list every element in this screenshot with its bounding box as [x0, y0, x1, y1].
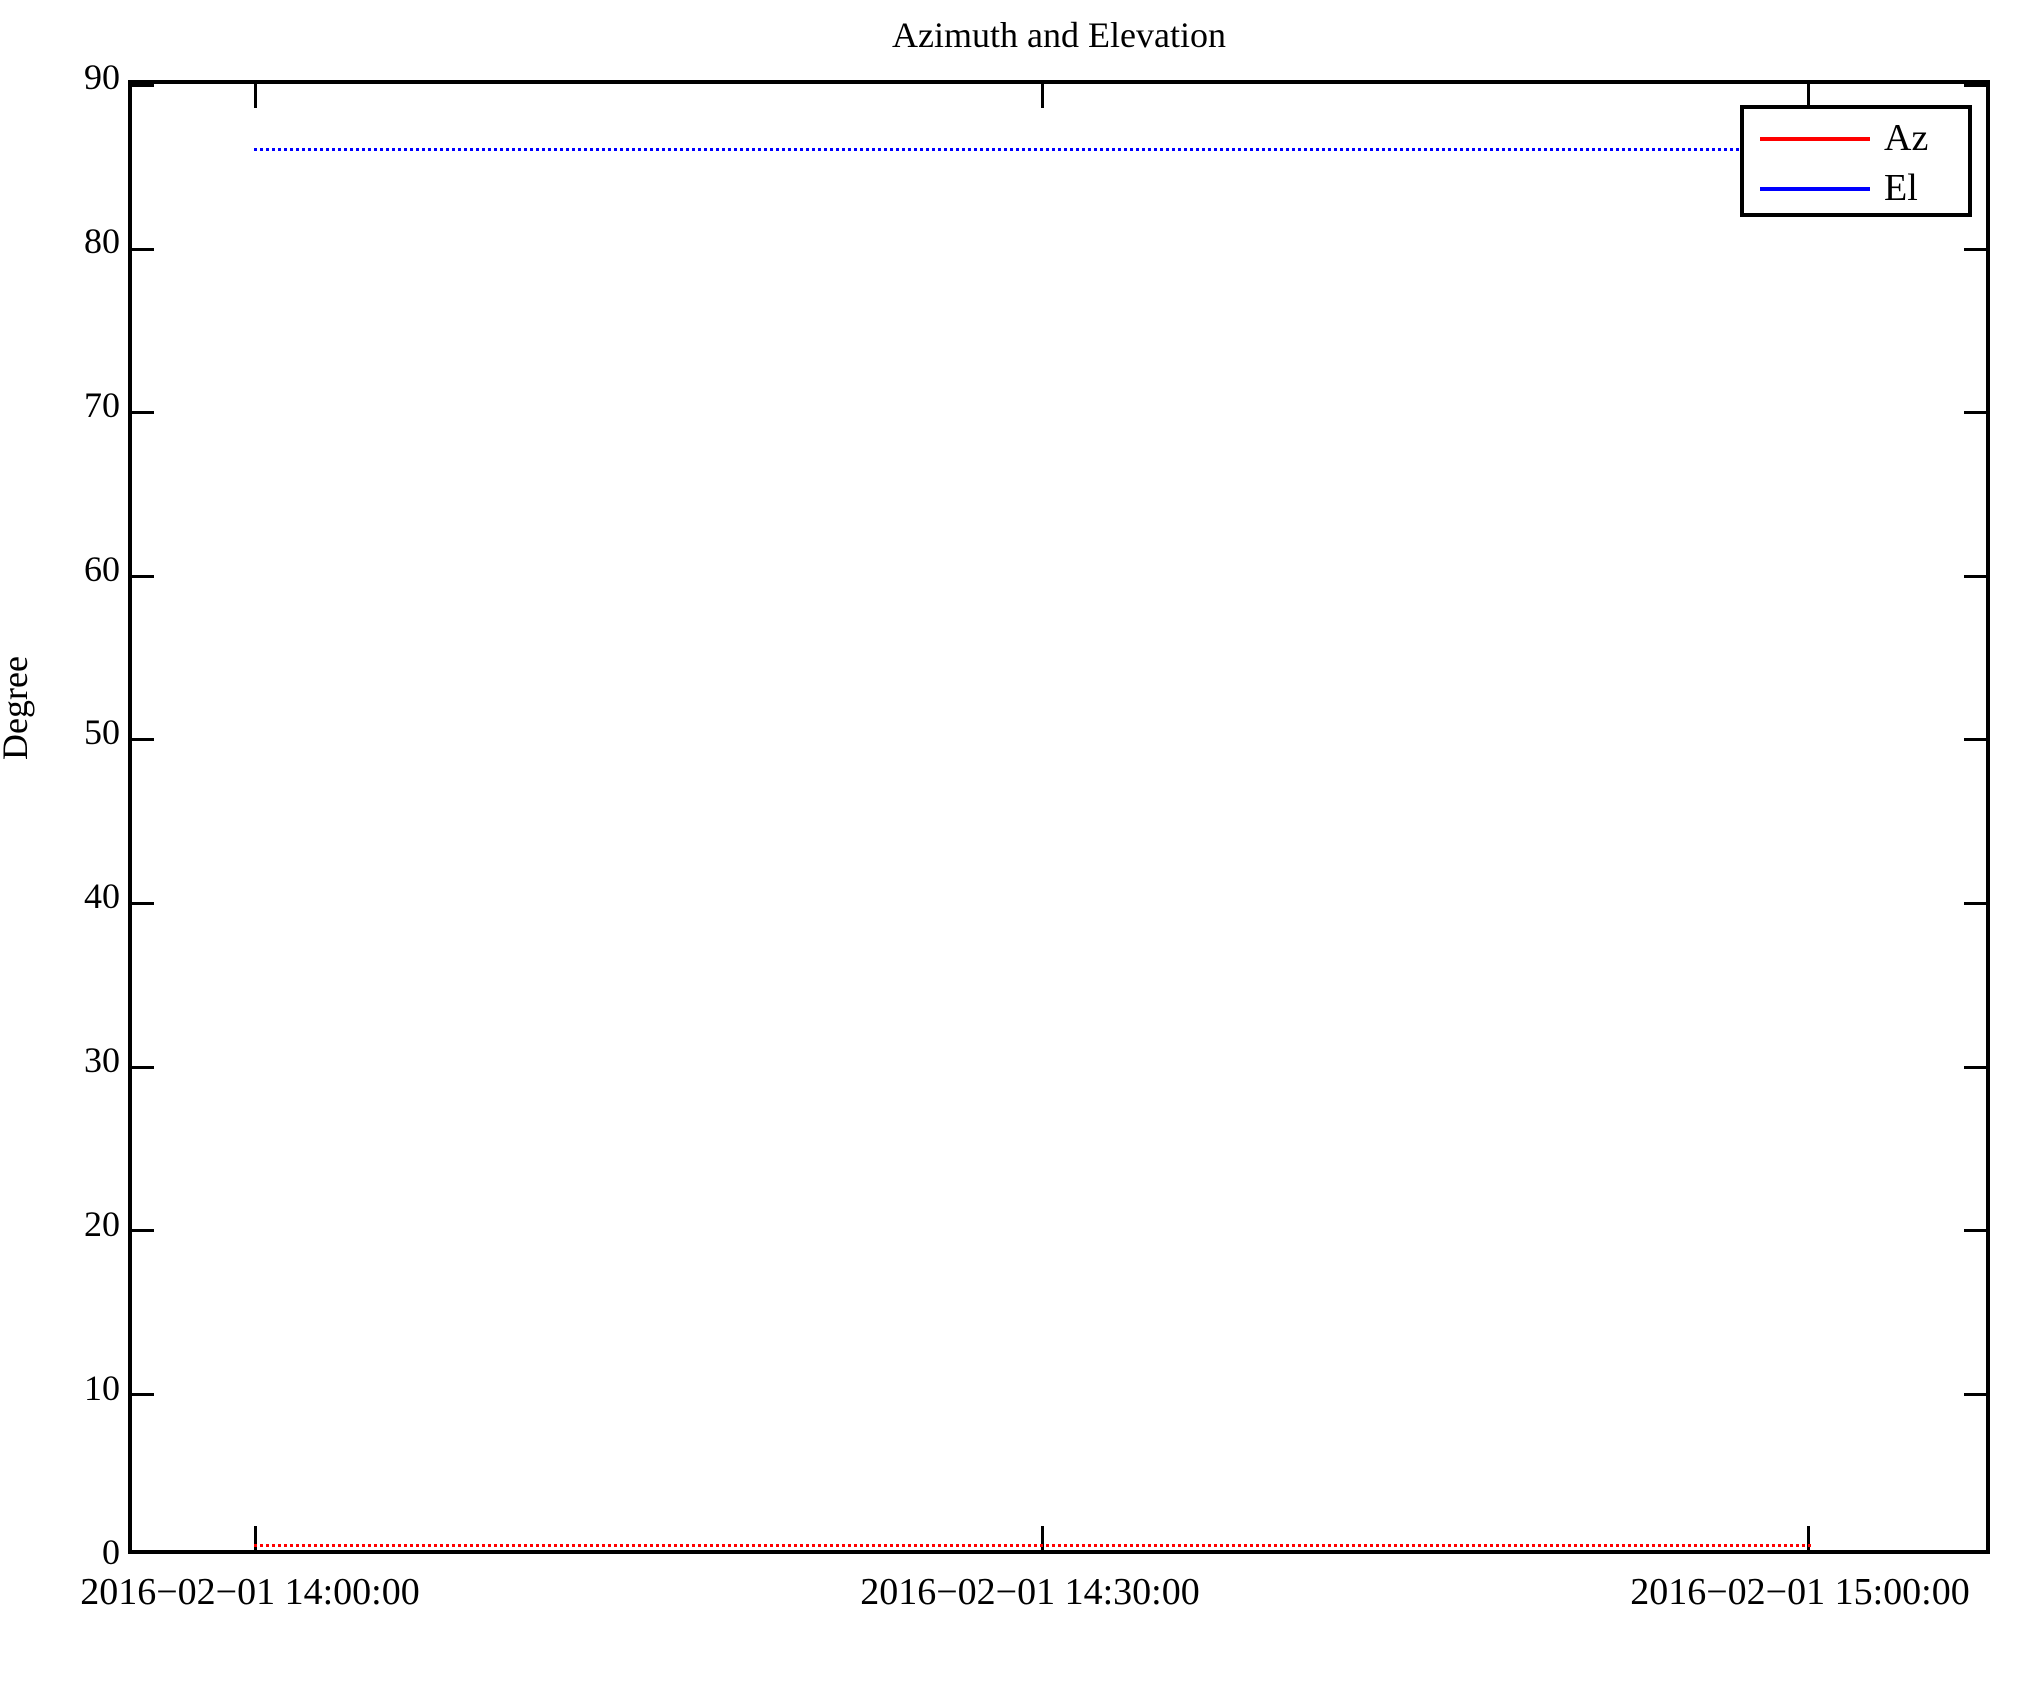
legend-entry-az[interactable]: Az — [1744, 113, 1968, 163]
x-tick-top-mid — [1041, 84, 1044, 108]
y-tick-40 — [132, 902, 154, 905]
y-tick-right-60 — [1964, 575, 1986, 578]
y-tick-right-30 — [1964, 1066, 1986, 1069]
y-tick-right-50 — [1964, 738, 1986, 741]
legend[interactable]: Az El — [1740, 105, 1972, 217]
x-tick-label-end: 2016−02−01 15:00:00 — [1630, 1571, 1970, 1613]
y-tick-label-60: 60 — [84, 549, 120, 589]
y-tick-right-80 — [1964, 248, 1986, 251]
legend-label-az: Az — [1884, 117, 1929, 159]
series-line-el — [254, 148, 1811, 151]
x-tick-label-mid: 2016−02−01 14:30:00 — [860, 1571, 1200, 1613]
x-tick-label-start: 2016−02−01 14:00:00 — [80, 1571, 420, 1613]
y-tick-label-40: 40 — [84, 876, 120, 916]
x-tick-start — [254, 1526, 257, 1550]
y-tick-60 — [132, 575, 154, 578]
page-title: Azimuth and Elevation — [892, 15, 1226, 55]
y-tick-30 — [132, 1066, 154, 1069]
y-tick-label-50: 50 — [84, 712, 120, 752]
legend-swatch-el-icon — [1760, 187, 1870, 191]
legend-label-el: El — [1884, 167, 1918, 209]
y-tick-label-10: 10 — [84, 1368, 120, 1408]
legend-entry-el[interactable]: El — [1744, 163, 1968, 213]
plot-area — [128, 80, 1990, 1554]
y-tick-label-70: 70 — [84, 385, 120, 425]
y-tick-right-40 — [1964, 902, 1986, 905]
y-tick-right-10 — [1964, 1393, 1986, 1396]
y-tick-70 — [132, 411, 154, 414]
legend-swatch-az-icon — [1760, 137, 1870, 141]
y-tick-label-80: 80 — [84, 221, 120, 261]
y-tick-label-90: 90 — [84, 57, 120, 97]
x-tick-end — [1807, 1526, 1810, 1550]
y-tick-80 — [132, 248, 154, 251]
y-tick-90 — [132, 84, 154, 87]
y-tick-label-20: 20 — [84, 1204, 120, 1244]
y-tick-right-90 — [1964, 84, 1986, 87]
x-tick-top-end — [1807, 84, 1810, 108]
y-tick-label-30: 30 — [84, 1040, 120, 1080]
y-tick-label-0: 0 — [102, 1532, 120, 1572]
y-tick-right-20 — [1964, 1229, 1986, 1232]
y-tick-50 — [132, 738, 154, 741]
x-tick-mid — [1041, 1526, 1044, 1550]
y-tick-10 — [132, 1393, 154, 1396]
y-tick-20 — [132, 1229, 154, 1232]
x-tick-top-start — [254, 84, 257, 108]
y-tick-right-70 — [1964, 411, 1986, 414]
series-line-az — [254, 1544, 1811, 1547]
